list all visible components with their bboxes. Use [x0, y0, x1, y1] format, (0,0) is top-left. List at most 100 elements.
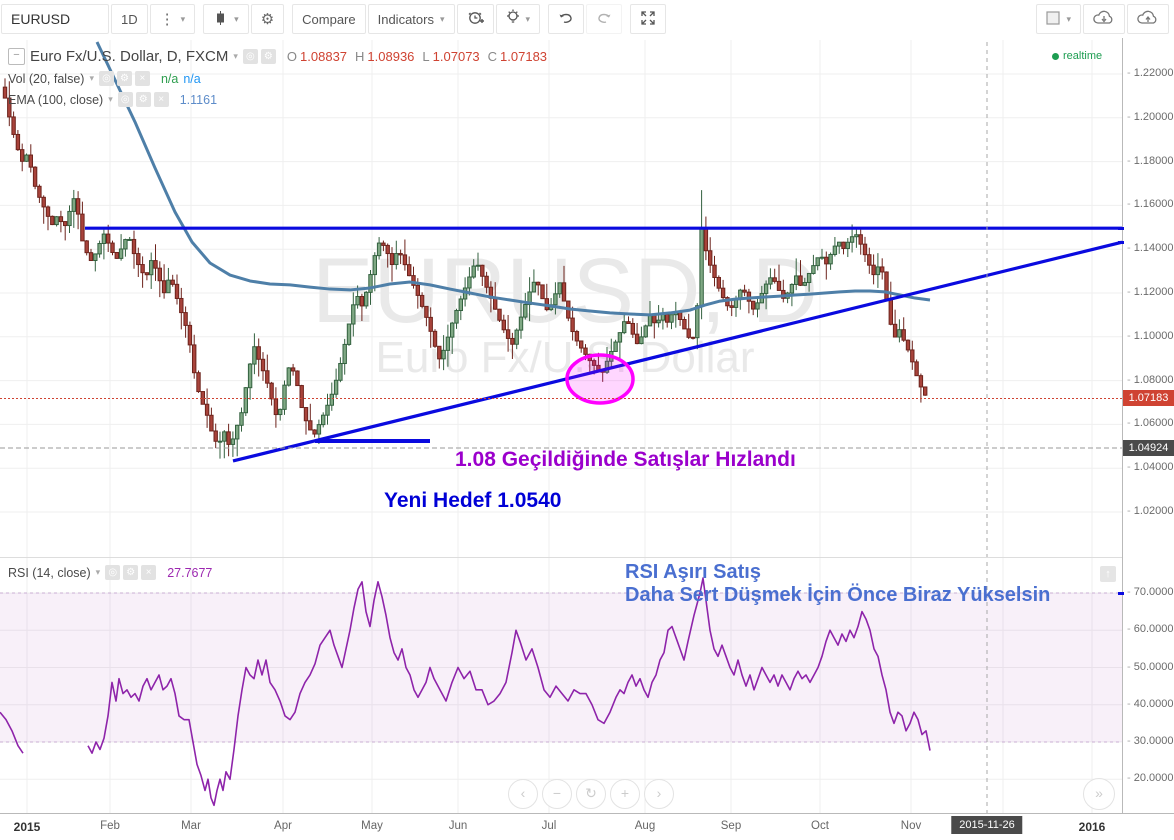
candle-body [209, 414, 214, 432]
load-chart-button[interactable] [1083, 4, 1125, 34]
candle-body [716, 276, 721, 289]
gear-icon[interactable]: ⚙ [135, 92, 151, 107]
candle-body [665, 313, 670, 323]
eye-toggle-icon[interactable]: ◎ [105, 565, 121, 580]
redo-button[interactable] [586, 4, 623, 34]
close-icon[interactable]: × [153, 92, 169, 107]
eye-toggle-icon[interactable]: ◎ [242, 49, 258, 64]
candle-body [733, 299, 739, 308]
toolbar-left: EURUSD 1D ⋮ ▾ ▾ ⚙ Compare Indi [0, 0, 667, 38]
indicators-button[interactable]: Indicators ▾ [367, 4, 455, 34]
go-to-realtime-button[interactable]: » [1083, 778, 1115, 810]
layout-selector-button[interactable]: ▾ [1036, 4, 1081, 34]
collapse-pane-button[interactable]: − [8, 48, 25, 65]
candle-body [445, 336, 451, 351]
zoom-in-button[interactable]: + [610, 779, 640, 809]
candle-body [841, 241, 846, 249]
time-axis-label: 2015 [13, 820, 41, 834]
candle-body [682, 318, 687, 330]
candle-body [368, 274, 373, 293]
candle-body [93, 253, 98, 262]
save-chart-button[interactable] [1127, 4, 1169, 34]
time-axis-label: Oct [811, 820, 829, 832]
candle-body [196, 372, 201, 393]
candle-body [630, 322, 635, 335]
candle-body [37, 185, 42, 198]
candle-body [359, 296, 365, 307]
fullscreen-button[interactable] [630, 4, 667, 34]
price-axis[interactable]: 1.22000 1.20000 1.18000 1.16000 1.14000 1.120… [1118, 38, 1174, 813]
candle-body [278, 408, 283, 416]
candle-body [88, 252, 94, 262]
candle-body [454, 310, 459, 324]
rsi-indicator-label[interactable]: RSI (14, close) [8, 565, 91, 580]
chart-style-button[interactable]: ▾ [203, 4, 249, 34]
crosshair-date-badge: 2015-11-26 [951, 816, 1023, 834]
candle-body [708, 250, 713, 266]
realtime-dot-icon [1052, 52, 1059, 60]
scroll-right-button[interactable]: › [644, 779, 674, 809]
candle-body [424, 305, 429, 318]
alarm-clock-plus-icon [467, 9, 484, 29]
close-icon[interactable]: × [141, 565, 157, 580]
gear-icon[interactable]: ⚙ [260, 49, 276, 64]
compare-button[interactable]: Compare [292, 4, 366, 34]
annotation-rsi-bounce[interactable]: Daha Sert Düşmek İçin Önce Biraz Yüksels… [625, 584, 1051, 606]
interval-menu-button[interactable]: ⋮ ▾ [149, 4, 196, 34]
breakdown-ellipse [565, 353, 635, 405]
candle-body [342, 343, 347, 365]
add-alert-button[interactable] [456, 4, 494, 34]
candle-body [918, 375, 924, 388]
layout-square-icon [1046, 10, 1061, 28]
rsi-value: 27.7677 [167, 565, 213, 580]
annotation-rsi-oversold[interactable]: RSI Aşırı Satış [625, 561, 761, 583]
candle-body [372, 255, 378, 276]
gear-icon[interactable]: ⚙ [123, 565, 139, 580]
candle-body [286, 367, 292, 386]
candle-body [402, 254, 408, 266]
undo-button[interactable] [548, 4, 585, 34]
chart-properties-button[interactable]: ⚙ [250, 4, 285, 34]
eye-toggle-icon[interactable]: ◎ [98, 71, 114, 86]
candle-body [643, 325, 648, 338]
candle-body [858, 234, 863, 245]
time-axis[interactable]: 2015 Feb Mar Apr May Jun Jul Aug Sep Oct Nov 2016 20… [0, 814, 1174, 840]
candle-body [192, 344, 197, 374]
candle-body [901, 329, 906, 341]
time-axis-label: 2016 [1078, 820, 1106, 834]
pane-separator[interactable] [0, 557, 1122, 558]
ema-indicator-label[interactable]: EMA (100, close) [8, 92, 104, 107]
candle-body [54, 216, 59, 226]
vol-indicator-label[interactable]: Vol (20, false) [8, 71, 85, 86]
candle-body [591, 360, 597, 366]
eye-toggle-icon[interactable]: ◎ [117, 92, 133, 107]
annotation-new-target[interactable]: Yeni Hedef 1.0540 [384, 489, 562, 512]
candle-body [41, 196, 46, 208]
ideas-button[interactable]: ▾ [495, 4, 541, 34]
candle-body [910, 349, 915, 363]
symbol-search-input[interactable]: EURUSD [1, 4, 109, 34]
maximize-pane-button[interactable]: ↑ [1100, 566, 1116, 582]
interval-button[interactable]: 1D [111, 4, 148, 34]
candle-body [699, 227, 704, 307]
candle-body [110, 242, 115, 253]
rsi-line [87, 577, 931, 807]
candle-body [428, 316, 433, 332]
candle-body [243, 387, 249, 414]
candle-body [849, 236, 855, 243]
gear-icon[interactable]: ⚙ [116, 71, 132, 86]
candle-body [2, 86, 8, 99]
candle-body [923, 386, 928, 396]
scroll-left-button[interactable]: ‹ [508, 779, 538, 809]
reset-view-button[interactable]: ↻ [576, 779, 606, 809]
candle-body [755, 302, 760, 310]
annotation-sell-acceleration[interactable]: 1.08 Geçildiğinde Satışlar Hızlandı [455, 448, 796, 471]
close-icon[interactable]: × [134, 71, 150, 86]
symbol-title[interactable]: Euro Fx/U.S. Dollar, D, FXCM [30, 48, 229, 65]
candle-body [385, 244, 390, 255]
candle-body [824, 256, 829, 265]
zoom-out-button[interactable]: − [542, 779, 572, 809]
price-axis-label: 1.02000 [1127, 505, 1174, 517]
chevron-down-icon: ▾ [95, 567, 101, 577]
